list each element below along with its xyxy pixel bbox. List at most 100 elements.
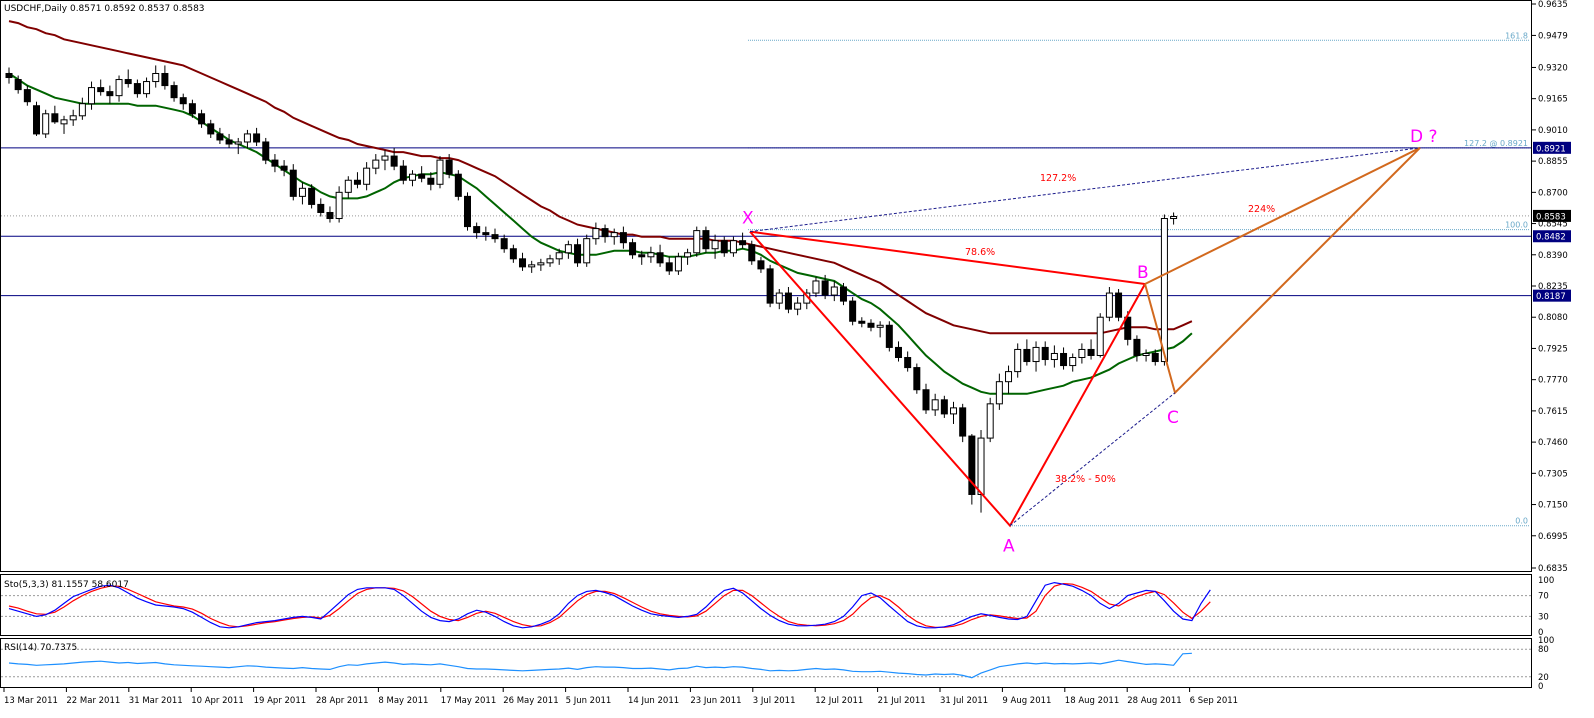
candle-body: [1069, 357, 1077, 367]
x-tick-label: 3 Jul 2011: [753, 696, 796, 706]
candle-body: [143, 81, 151, 95]
candle-body: [427, 177, 435, 185]
y-tick-label: 0.8235: [1538, 282, 1568, 292]
candle-body: [812, 280, 820, 294]
ratio-label: 224%: [1248, 204, 1275, 215]
rsi-tick-label: 100: [1538, 636, 1554, 646]
price-tag-box: [1533, 209, 1571, 222]
price-tag-box: [1533, 289, 1571, 302]
candle-body: [152, 72, 160, 83]
y-tick-label: 0.8390: [1538, 251, 1568, 261]
rsi-pane: [0, 638, 1532, 688]
candle-body: [592, 228, 600, 240]
candle-body: [482, 232, 490, 236]
candle-body: [115, 79, 123, 97]
candle-body: [464, 195, 471, 228]
ac-ratio-line: [1009, 392, 1176, 527]
pattern-point-label: X: [742, 209, 754, 229]
candle-body: [399, 165, 407, 181]
candle-body: [207, 123, 215, 135]
candle-body: [601, 228, 609, 238]
candle-body: [629, 242, 637, 256]
candle-body: [638, 254, 646, 258]
candle-body: [1023, 348, 1031, 363]
candle-body: [904, 357, 912, 369]
stochastic-tick-label: 30: [1538, 612, 1549, 622]
candle-body: [14, 79, 22, 91]
candle-body: [317, 203, 325, 213]
price-tag-box: [1533, 230, 1571, 243]
candle-body: [60, 119, 68, 125]
pattern-point-label: B: [1137, 263, 1149, 283]
price-tag-box: [1533, 141, 1571, 154]
candle-body: [959, 407, 967, 437]
x-tick-label: 26 May 2011: [503, 696, 558, 706]
stochastic-tick-label: 70: [1538, 592, 1549, 602]
candle-body: [519, 258, 527, 268]
price-tag-label: 0.8921: [1536, 144, 1566, 154]
x-tick-label: 14 Jun 2011: [628, 696, 679, 706]
candle-body: [408, 173, 416, 181]
candle-body: [124, 79, 132, 85]
x-tick-label: 28 Apr 2011: [316, 696, 369, 706]
candle-body: [1032, 346, 1040, 363]
candle-body: [216, 133, 224, 141]
y-tick-label: 0.8855: [1538, 157, 1568, 167]
price-tag-label: 0.8583: [1536, 212, 1566, 222]
x-tick-label: 18 Aug 2011: [1065, 696, 1119, 706]
y-tick-label: 0.8700: [1538, 188, 1568, 198]
y-tick-label: 0.7460: [1538, 438, 1568, 448]
rsi-tick-label: 80: [1538, 645, 1549, 655]
x-tick-label: 21 Jul 2011: [878, 696, 926, 706]
stochastic-pane: [0, 574, 1532, 636]
candle-body: [1014, 348, 1022, 373]
fib-label: 127.2 @ 0.8921: [1464, 139, 1528, 148]
candle-body: [51, 113, 59, 123]
candle-body: [262, 141, 270, 161]
candle-body: [225, 139, 233, 145]
candle-body: [344, 179, 352, 193]
candle-body: [885, 324, 893, 348]
y-tick-label: 0.6995: [1538, 532, 1568, 542]
main-pane: [0, 0, 1532, 572]
candle-body: [243, 133, 251, 143]
candle-body: [528, 264, 536, 268]
candle-body: [198, 113, 206, 125]
stochastic-label: Sto(5,3,3) 81.1557 58.6017: [4, 580, 129, 590]
ma-red-line: [8, 20, 1193, 335]
candle-body: [1060, 352, 1068, 367]
candle-body: [353, 179, 361, 185]
x-tick-label: 17 May 2011: [441, 696, 496, 706]
y-tick-label: 0.7305: [1538, 469, 1568, 479]
candle-body: [757, 260, 765, 270]
y-tick-label: 0.9165: [1538, 95, 1568, 105]
candle-body: [69, 115, 77, 121]
candle-body: [821, 280, 829, 296]
candle-body: [830, 286, 838, 296]
candle-body: [555, 252, 563, 260]
y-tick-label: 0.7770: [1538, 376, 1568, 386]
y-tick-label: 0.6835: [1538, 564, 1568, 574]
candle-body: [445, 159, 453, 175]
x-tick-label: 13 Mar 2011: [4, 696, 58, 706]
candle-body: [179, 97, 187, 105]
candle-body: [97, 87, 105, 93]
candle-body: [1078, 348, 1086, 359]
y-tick-label: 0.8080: [1538, 313, 1568, 323]
candle-body: [610, 232, 618, 238]
candle-body: [1105, 292, 1113, 318]
candle-body: [849, 300, 857, 322]
candle-body: [913, 367, 921, 391]
candle-body: [546, 258, 554, 264]
candle-body: [922, 389, 930, 411]
moving-averages: [8, 20, 1193, 395]
y-tick-label: 0.9320: [1538, 63, 1568, 73]
x-tick-label: 28 Aug 2011: [1127, 696, 1181, 706]
candle-body: [381, 155, 389, 161]
candle-body: [684, 252, 692, 258]
candle-body: [473, 226, 481, 234]
candle-body: [977, 437, 985, 495]
candle-body: [867, 322, 875, 328]
price-tags: 0.8921 0.8583 0.8482 0.8187: [1533, 141, 1571, 302]
